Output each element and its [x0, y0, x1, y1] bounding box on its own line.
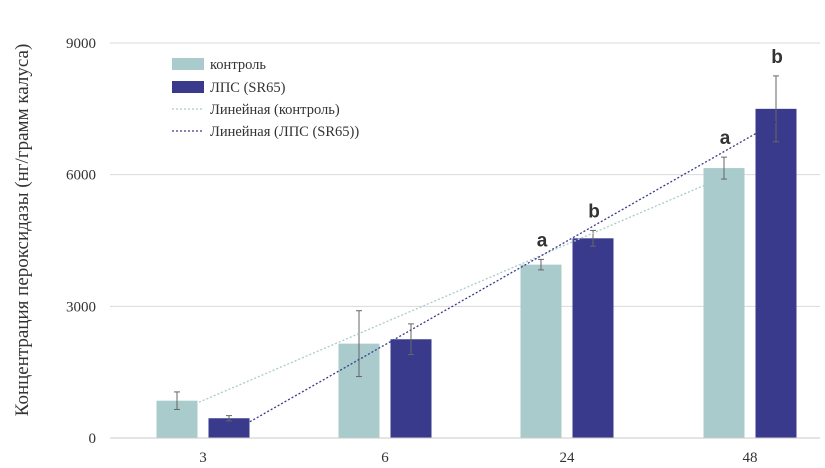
significance-letter: a: [720, 128, 731, 149]
bar: [755, 108, 797, 438]
y-tick-label: 0: [89, 431, 97, 447]
error-bars: [174, 75, 779, 422]
legend-label: контроль: [210, 57, 266, 73]
bar: [520, 264, 562, 438]
axes: 0 3000 6000 9000 3 6 24 48: [66, 36, 820, 466]
grid: [110, 42, 820, 307]
bar: [208, 418, 250, 438]
x-tick-label: 6: [381, 450, 389, 466]
trendlines: [176, 121, 777, 435]
bars: [156, 108, 797, 439]
legend-swatch: [172, 81, 204, 93]
bar: [703, 168, 745, 439]
trendline: [176, 176, 725, 413]
trendline: [228, 121, 777, 435]
x-tick-label: 48: [743, 450, 758, 466]
x-tick-label: 24: [560, 450, 576, 466]
legend-swatch: [172, 58, 204, 70]
x-tick-label: 3: [199, 450, 207, 466]
legend-label: Линейная (контроль): [210, 102, 340, 118]
annotations: a b a b: [537, 47, 783, 251]
y-tick-label: 3000: [66, 299, 96, 315]
legend: контроль ЛПС (SR65) Линейная (контроль) Лин…: [172, 57, 359, 140]
significance-letter: b: [588, 201, 600, 222]
y-tick-label: 9000: [66, 36, 96, 52]
significance-letter: b: [771, 47, 783, 68]
bar: [572, 238, 614, 438]
legend-label: ЛПС (SR65): [210, 80, 286, 96]
legend-label: Линейная (ЛПС (SR65)): [210, 124, 359, 140]
y-tick-label: 6000: [66, 168, 96, 184]
significance-letter: a: [537, 230, 548, 251]
y-axis-label: Концентрация пероксидазы (нг/грамм калус…: [12, 44, 33, 417]
bar: [390, 339, 432, 438]
